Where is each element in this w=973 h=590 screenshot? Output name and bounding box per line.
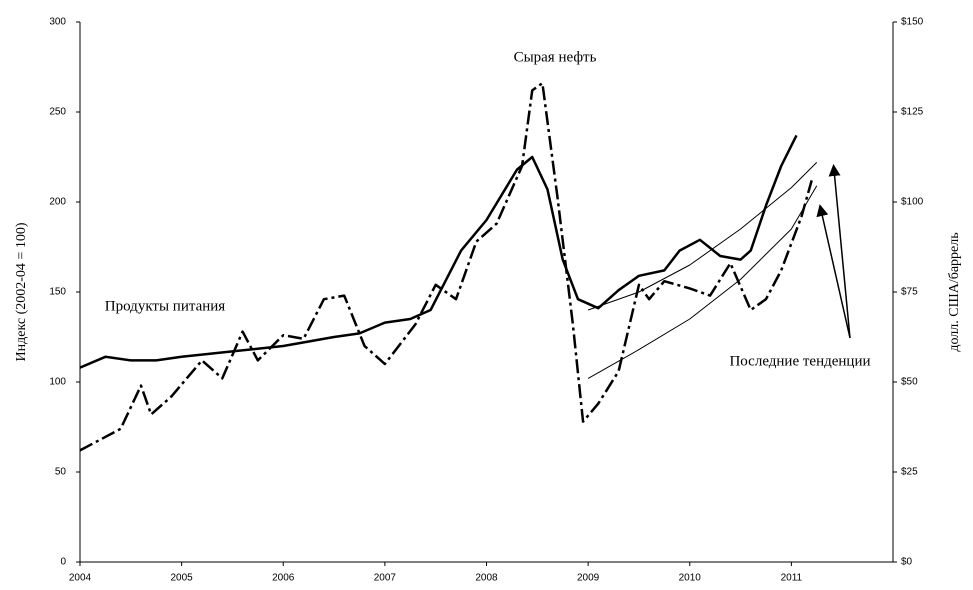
x-tick-label: 2010 bbox=[679, 573, 702, 584]
y-tick-label: 50 bbox=[55, 467, 67, 478]
series-line bbox=[79, 81, 813, 452]
y2-tick-label: $0 bbox=[901, 557, 913, 568]
series-line bbox=[587, 162, 818, 311]
annotation: Сырая нефть bbox=[514, 49, 597, 65]
annotation: Продукты питания bbox=[105, 298, 226, 314]
x-tick-label: 2009 bbox=[577, 573, 600, 584]
x-tick-label: 2011 bbox=[781, 573, 803, 584]
y2-axis-label: долл. США/баррель bbox=[947, 232, 962, 351]
y2-tick-label: $100 bbox=[901, 197, 924, 208]
y2-tick-label: $150 bbox=[901, 17, 924, 28]
series-line bbox=[79, 134, 798, 369]
series-line bbox=[587, 185, 818, 379]
x-tick-label: 2005 bbox=[171, 573, 194, 584]
y2-tick-label: $25 bbox=[901, 467, 918, 478]
y-tick-label: 200 bbox=[49, 197, 66, 208]
x-tick-label: 2006 bbox=[272, 573, 295, 584]
y-axis-label: Индекс (2002-04 = 100) bbox=[14, 222, 29, 361]
x-tick-label: 2004 bbox=[69, 573, 92, 584]
x-tick-label: 2007 bbox=[374, 573, 397, 584]
y-tick-label: 150 bbox=[49, 287, 66, 298]
y-tick-label: 250 bbox=[49, 107, 66, 118]
y-tick-label: 100 bbox=[49, 377, 66, 388]
y-tick-label: 300 bbox=[49, 17, 66, 28]
y2-tick-label: $125 bbox=[901, 107, 924, 118]
arrow bbox=[828, 164, 851, 339]
arrow bbox=[816, 204, 851, 339]
y2-tick-label: $75 bbox=[901, 287, 918, 298]
annotation: Последние тенденции bbox=[729, 353, 870, 369]
y-tick-label: 0 bbox=[60, 557, 66, 568]
x-tick-label: 2008 bbox=[475, 573, 498, 584]
y2-tick-label: $50 bbox=[901, 377, 918, 388]
